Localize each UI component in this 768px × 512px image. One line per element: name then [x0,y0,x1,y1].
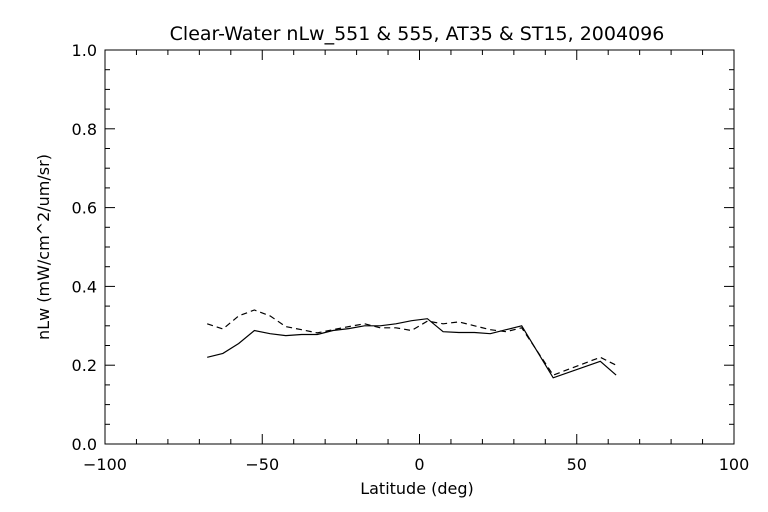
data-series [207,309,617,379]
x-tick-label: 0 [414,455,424,474]
y-axis-label: nLw (mW/cm^2/um/sr) [34,154,53,340]
x-tick-label: −100 [83,455,127,474]
y-tick-label: 0.0 [72,435,97,454]
y-tick-label: 0.8 [72,120,97,139]
y-axis-ticks [105,49,734,445]
plot-frame [104,49,735,445]
y-tick-label: 0.6 [72,199,97,218]
x-axis-ticks [104,50,735,444]
x-tick-label: 50 [567,455,587,474]
x-axis-label: Latitude (deg) [360,479,474,498]
y-tick-label: 0.4 [72,277,97,296]
y-tick-label: 1.0 [72,41,97,60]
x-tick-label: 100 [719,455,750,474]
y-axis-tick-labels: 0.0 0.2 0.4 0.6 0.8 1.0 [72,41,97,454]
x-tick-label: −50 [245,455,279,474]
series-line-solid [207,318,617,379]
chart-title: Clear-Water nLw_551 & 555, AT35 & ST15, … [170,23,665,45]
series-line-dashed [207,309,617,376]
y-tick-label: 0.2 [72,356,97,375]
x-axis-tick-labels: −100 −50 0 50 100 [83,455,749,474]
